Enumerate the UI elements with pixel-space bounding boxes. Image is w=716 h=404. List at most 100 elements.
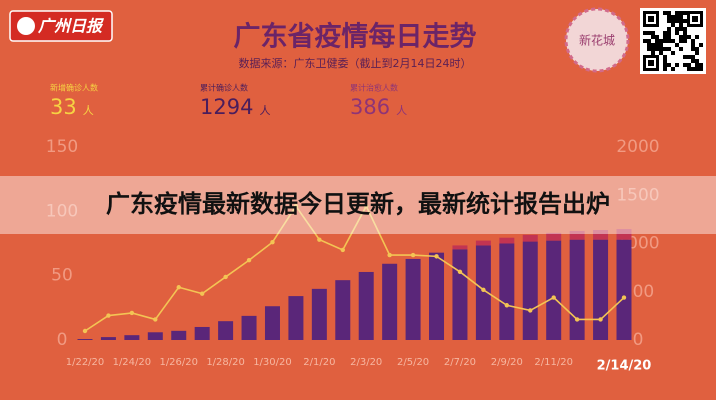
qr-module xyxy=(695,67,699,71)
line-point xyxy=(364,203,369,209)
line-point xyxy=(223,274,228,280)
qr-module xyxy=(683,11,687,15)
line-point xyxy=(504,303,510,308)
line-point xyxy=(574,317,580,322)
qr-module xyxy=(667,27,671,31)
qr-module xyxy=(651,51,655,55)
qr-module xyxy=(687,63,691,67)
y-tick-label: 150 xyxy=(46,137,78,157)
line-point xyxy=(340,247,345,253)
bar xyxy=(241,315,257,340)
bar xyxy=(405,258,421,340)
bar xyxy=(452,245,468,250)
qr-module xyxy=(655,47,659,51)
qr-module xyxy=(663,31,667,35)
line-point xyxy=(551,295,556,300)
stats: 新增确诊人数 33 人 累计确诊人数 1294 人 累计治愈人数 386 人 xyxy=(50,83,407,120)
badge-text: 新花城 xyxy=(579,33,615,48)
qr-module xyxy=(679,15,683,19)
x-tick-label: 1/22/20 xyxy=(66,357,105,368)
bar xyxy=(522,234,538,242)
stat-label: 新增确诊人数 xyxy=(50,83,98,93)
qr-module xyxy=(667,63,671,67)
qr-module xyxy=(675,27,679,31)
bar xyxy=(77,339,93,340)
bar xyxy=(593,239,609,340)
qr-finder-core xyxy=(648,16,654,22)
bar xyxy=(311,288,327,340)
x-tick-label: 1/26/20 xyxy=(159,357,198,368)
bar xyxy=(358,271,374,340)
qr-module xyxy=(659,47,663,51)
qr-module xyxy=(663,63,667,67)
qr-module xyxy=(675,31,679,35)
qr-module xyxy=(647,43,651,47)
bar xyxy=(335,280,351,340)
qr-module xyxy=(655,43,659,47)
qr-module xyxy=(675,19,679,23)
qr-module xyxy=(647,39,651,43)
qr-module xyxy=(647,47,651,51)
line-point xyxy=(129,310,135,316)
qr-module xyxy=(663,47,667,51)
logo-text: 广州日报 xyxy=(37,17,104,36)
qr-module xyxy=(695,63,699,67)
qr-module xyxy=(671,19,675,23)
stat-value: 33 xyxy=(50,95,77,119)
qr-module xyxy=(679,35,683,39)
qr-module xyxy=(691,43,695,47)
qr-module xyxy=(667,35,671,39)
stat-unit: 人 xyxy=(259,104,270,117)
qr-module xyxy=(667,15,671,19)
bar xyxy=(499,243,515,340)
y2-tick-label: 1500 xyxy=(616,185,659,205)
bar xyxy=(100,337,116,340)
x-tick-label: 1/24/20 xyxy=(113,357,152,368)
qr-module xyxy=(667,47,671,51)
qr-module xyxy=(687,35,691,39)
line-point xyxy=(176,285,181,290)
bar xyxy=(499,237,515,244)
qr-module xyxy=(679,23,683,27)
qr-module xyxy=(683,39,687,43)
y-tick-label: 50 xyxy=(51,266,73,286)
line-point xyxy=(598,317,603,322)
x-tick-label: 2/7/20 xyxy=(444,357,476,368)
qr-module xyxy=(683,63,687,67)
x-tick-label: 2/9/20 xyxy=(491,357,523,368)
bar xyxy=(616,229,632,240)
qr-module xyxy=(667,19,671,23)
qr-module xyxy=(679,39,683,43)
bar xyxy=(546,240,562,340)
x-tick-label: 2/14/20 xyxy=(597,359,652,374)
qr-module xyxy=(643,31,647,35)
y-tick-label: 100 xyxy=(46,201,78,221)
logo-box xyxy=(9,10,113,42)
bar xyxy=(429,252,445,340)
qr-module xyxy=(679,11,683,15)
qr-module xyxy=(659,43,663,47)
qr-finder-core xyxy=(648,60,654,66)
logo-icon xyxy=(17,17,35,35)
qr-module xyxy=(671,51,675,55)
line-point xyxy=(246,258,252,263)
y2-tick-label: 2000 xyxy=(616,137,659,157)
bar xyxy=(147,332,163,340)
bar xyxy=(171,330,187,340)
qr-module xyxy=(663,55,667,59)
qr-module xyxy=(655,39,659,43)
qr-module xyxy=(651,31,655,35)
x-tick-label: 2/1/20 xyxy=(303,357,335,368)
qr-module xyxy=(675,63,679,67)
qr-module xyxy=(699,63,703,67)
bar xyxy=(124,335,140,340)
qr-module xyxy=(695,59,699,63)
qr-module xyxy=(667,11,671,15)
badge xyxy=(564,7,630,73)
x-tick-label: 1/30/20 xyxy=(253,357,292,368)
stat-value: 386 xyxy=(350,95,390,119)
line-point xyxy=(434,254,439,259)
qr-module xyxy=(699,43,703,47)
qr-module xyxy=(671,67,675,71)
